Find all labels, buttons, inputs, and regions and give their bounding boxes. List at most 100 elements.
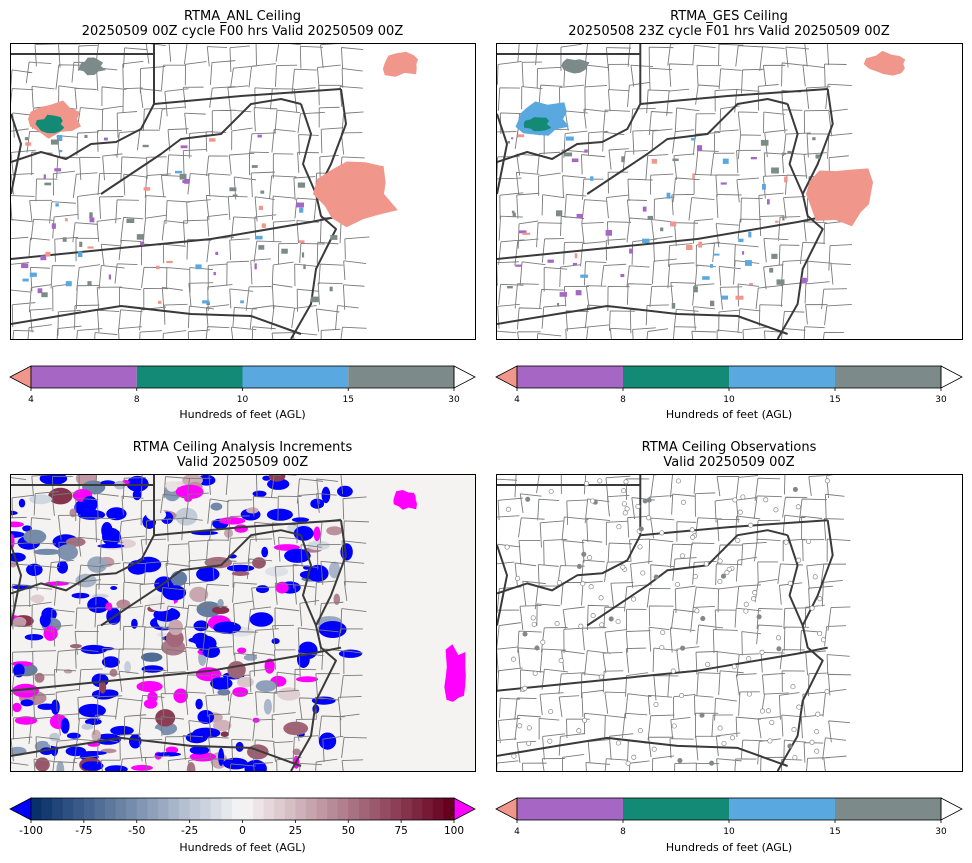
state-line-ky-tn (497, 113, 508, 195)
field-speck (748, 231, 752, 238)
field-speck (108, 274, 111, 280)
state-line-nc-sc (11, 736, 302, 767)
increment-cell (97, 543, 125, 549)
increment-cell (292, 748, 301, 756)
colorbar-segment (83, 798, 95, 820)
obs-station (812, 574, 818, 580)
increment-cell (81, 723, 94, 730)
increment-cell (79, 751, 107, 756)
obs-station (582, 717, 588, 723)
obs-station (621, 488, 627, 494)
panel-inc-map-svg (11, 475, 466, 771)
increment-cell (192, 727, 221, 739)
increment-cell (237, 676, 254, 688)
colorbar-segment (242, 798, 254, 820)
bay-shore (300, 103, 317, 195)
field-speck (40, 255, 47, 261)
increment-cell (293, 526, 314, 541)
colorbar-segment (422, 798, 434, 820)
colorbar-under-triangle (495, 797, 518, 821)
increment-cell (131, 618, 138, 629)
field-speck (574, 253, 578, 259)
field-speck (642, 206, 647, 212)
obs-station (756, 614, 762, 620)
field-speck (721, 295, 728, 300)
obs-station (556, 579, 562, 586)
field-speck (22, 278, 29, 282)
low-ceiling-delmarva (313, 161, 398, 228)
field-speck (195, 264, 202, 270)
colorbar-tick-label: -25 (181, 825, 198, 837)
field-speck (557, 303, 560, 307)
obs-station (615, 618, 621, 625)
increment-cell (78, 703, 106, 718)
field-speck (89, 212, 93, 219)
obs-station (624, 506, 630, 512)
increment-cell (223, 757, 248, 770)
field-speck (564, 152, 573, 157)
increment-cell (338, 649, 363, 658)
obs-station (699, 712, 705, 718)
increment-cell (237, 647, 247, 654)
field-speck (647, 215, 653, 220)
field-speck (41, 292, 48, 298)
state-line-va-nc (497, 215, 828, 260)
colorbar-tick-label: 15 (343, 395, 354, 405)
field-speck (584, 149, 588, 153)
field-speck (666, 192, 671, 199)
state-line-ohio-river (11, 485, 155, 595)
increment-cell (266, 508, 293, 521)
field-speck (672, 158, 679, 162)
increment-cell (87, 646, 115, 651)
increment-cell (333, 593, 341, 605)
field-speck (158, 300, 162, 304)
field-speck (126, 218, 135, 223)
ceiling-patch-west-core (523, 117, 552, 132)
obs-station (717, 725, 723, 731)
panel-anl-colorbar-label: Hundreds of feet (AGL) (179, 408, 306, 421)
colorbar-segment (295, 798, 307, 820)
obs-station (769, 719, 775, 725)
field-speck (572, 262, 577, 266)
obs-station (548, 708, 554, 715)
increment-cell (104, 765, 128, 771)
obs-station (625, 760, 631, 766)
field-speck (566, 136, 574, 141)
obs-station (532, 670, 538, 676)
obs-station (598, 595, 604, 601)
increment-cell (165, 746, 179, 754)
colorbar-segment (835, 798, 941, 820)
field-speck (692, 173, 695, 179)
colorbar-tick-label: 30 (935, 827, 947, 837)
ceiling-patch-north (561, 58, 590, 74)
field-speck (166, 260, 173, 264)
increment-cell (298, 641, 318, 660)
state-line-ky-tn (497, 544, 508, 626)
obs-station (616, 524, 622, 530)
obs-station (589, 498, 596, 504)
increment-cell (328, 561, 341, 579)
state-line-ky-tn (11, 544, 22, 626)
increment-cell (175, 484, 204, 500)
increment-cell (105, 602, 113, 611)
increment-cell (39, 475, 68, 485)
colorbar-tick-label: 0 (239, 825, 246, 837)
colorbar-over-triangle (453, 797, 476, 821)
field-speck (787, 150, 792, 153)
increment-cell (69, 644, 82, 649)
field-speck (25, 142, 32, 146)
obs-station (724, 570, 730, 576)
obs-station (679, 693, 685, 699)
field-speck (722, 158, 729, 164)
colorbar-segment (242, 366, 349, 388)
increment-cell (116, 599, 131, 609)
state-line-ohio-river (497, 485, 642, 595)
obs-station (775, 635, 782, 641)
state-line-wv-va (586, 529, 788, 627)
increment-cell (146, 508, 167, 521)
field-speck (281, 248, 288, 254)
colorbar-segment (200, 798, 212, 820)
obs-station (645, 515, 651, 521)
state-line-va-nc (497, 646, 828, 692)
state-line-wv-va (100, 529, 302, 627)
